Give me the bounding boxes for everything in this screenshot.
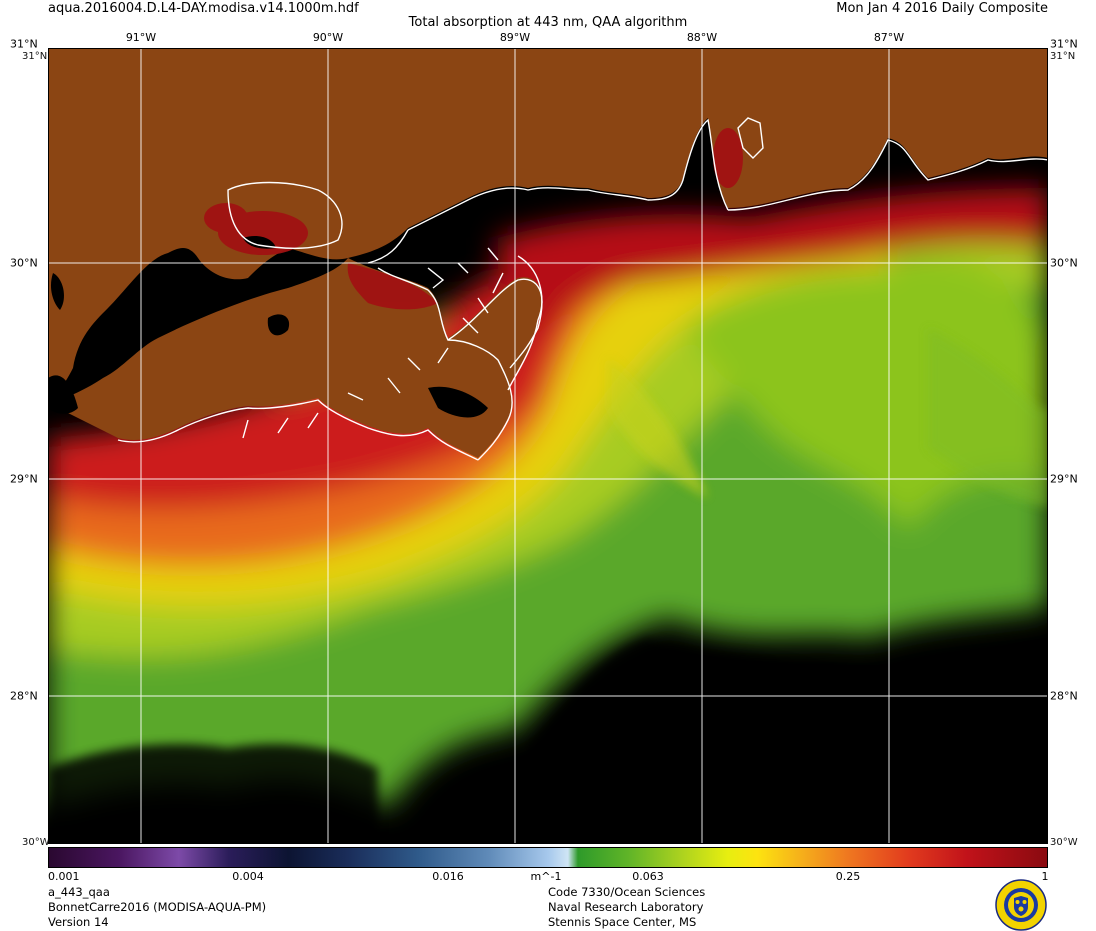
lon-tick-label: 88°W <box>686 31 718 44</box>
lon-tick-label: 87°W <box>873 31 905 44</box>
dataset-name: BonnetCarre2016 (MODISA-AQUA-PM) <box>48 900 267 914</box>
version-label: Version 14 <box>48 915 109 929</box>
org-line-1: Code 7330/Ocean Sciences <box>548 885 706 899</box>
composite-date: Mon Jan 4 2016 Daily Composite <box>836 1 1048 16</box>
nrl-seal-icon <box>995 879 1047 931</box>
org-line-3: Stennis Space Center, MS <box>548 915 697 929</box>
lat-tick-label: 28°N <box>10 689 38 703</box>
lat-tick-label: 29°N <box>10 472 38 486</box>
product-name: a_443_qaa <box>48 885 110 899</box>
file-name: aqua.2016004.D.L4-DAY.modisa.v14.1000m.h… <box>48 1 359 16</box>
coastline <box>117 117 1048 461</box>
colorbar-tick-label: 0.001 <box>48 870 80 883</box>
lon-tick-label: 89°W <box>499 31 531 44</box>
lat-tick-label-right: 30°N <box>1050 256 1078 270</box>
no-data-patches <box>48 236 488 418</box>
corner-label-top-right: 31°N <box>1050 51 1076 62</box>
colorbar-unit: m^-1 <box>530 870 562 883</box>
inland-water <box>204 128 743 310</box>
colorbar <box>48 847 1048 868</box>
lat-tick-label: 31°N <box>10 37 38 51</box>
map-title: Total absorption at 443 nm, QAA algorith… <box>408 15 688 30</box>
lat-tick-label-right: 29°N <box>1050 472 1078 486</box>
absorption-map <box>48 48 1048 844</box>
colorbar-tick-label: 1 <box>1041 870 1049 883</box>
lon-tick-label: 91°W <box>125 31 157 44</box>
corner-label-top-left: 31°N <box>22 51 48 62</box>
lat-tick-label: 30°N <box>10 256 38 270</box>
org-line-2: Naval Research Laboratory <box>548 900 704 914</box>
lon-tick-label: 90°W <box>312 31 344 44</box>
corner-label-bottom-left: 30°W <box>22 837 50 848</box>
lat-tick-label-right: 28°N <box>1050 689 1078 703</box>
colorbar-tick-label: 0.25 <box>835 870 861 883</box>
land <box>48 48 1048 458</box>
graticule <box>48 48 1048 844</box>
lat-tick-label-right: 31°N <box>1050 37 1078 51</box>
colorbar-tick-label: 0.004 <box>232 870 264 883</box>
corner-label-bottom-right: 30°W <box>1050 837 1078 848</box>
colorbar-tick-label: 0.016 <box>432 870 464 883</box>
colorbar-tick-label: 0.063 <box>632 870 664 883</box>
